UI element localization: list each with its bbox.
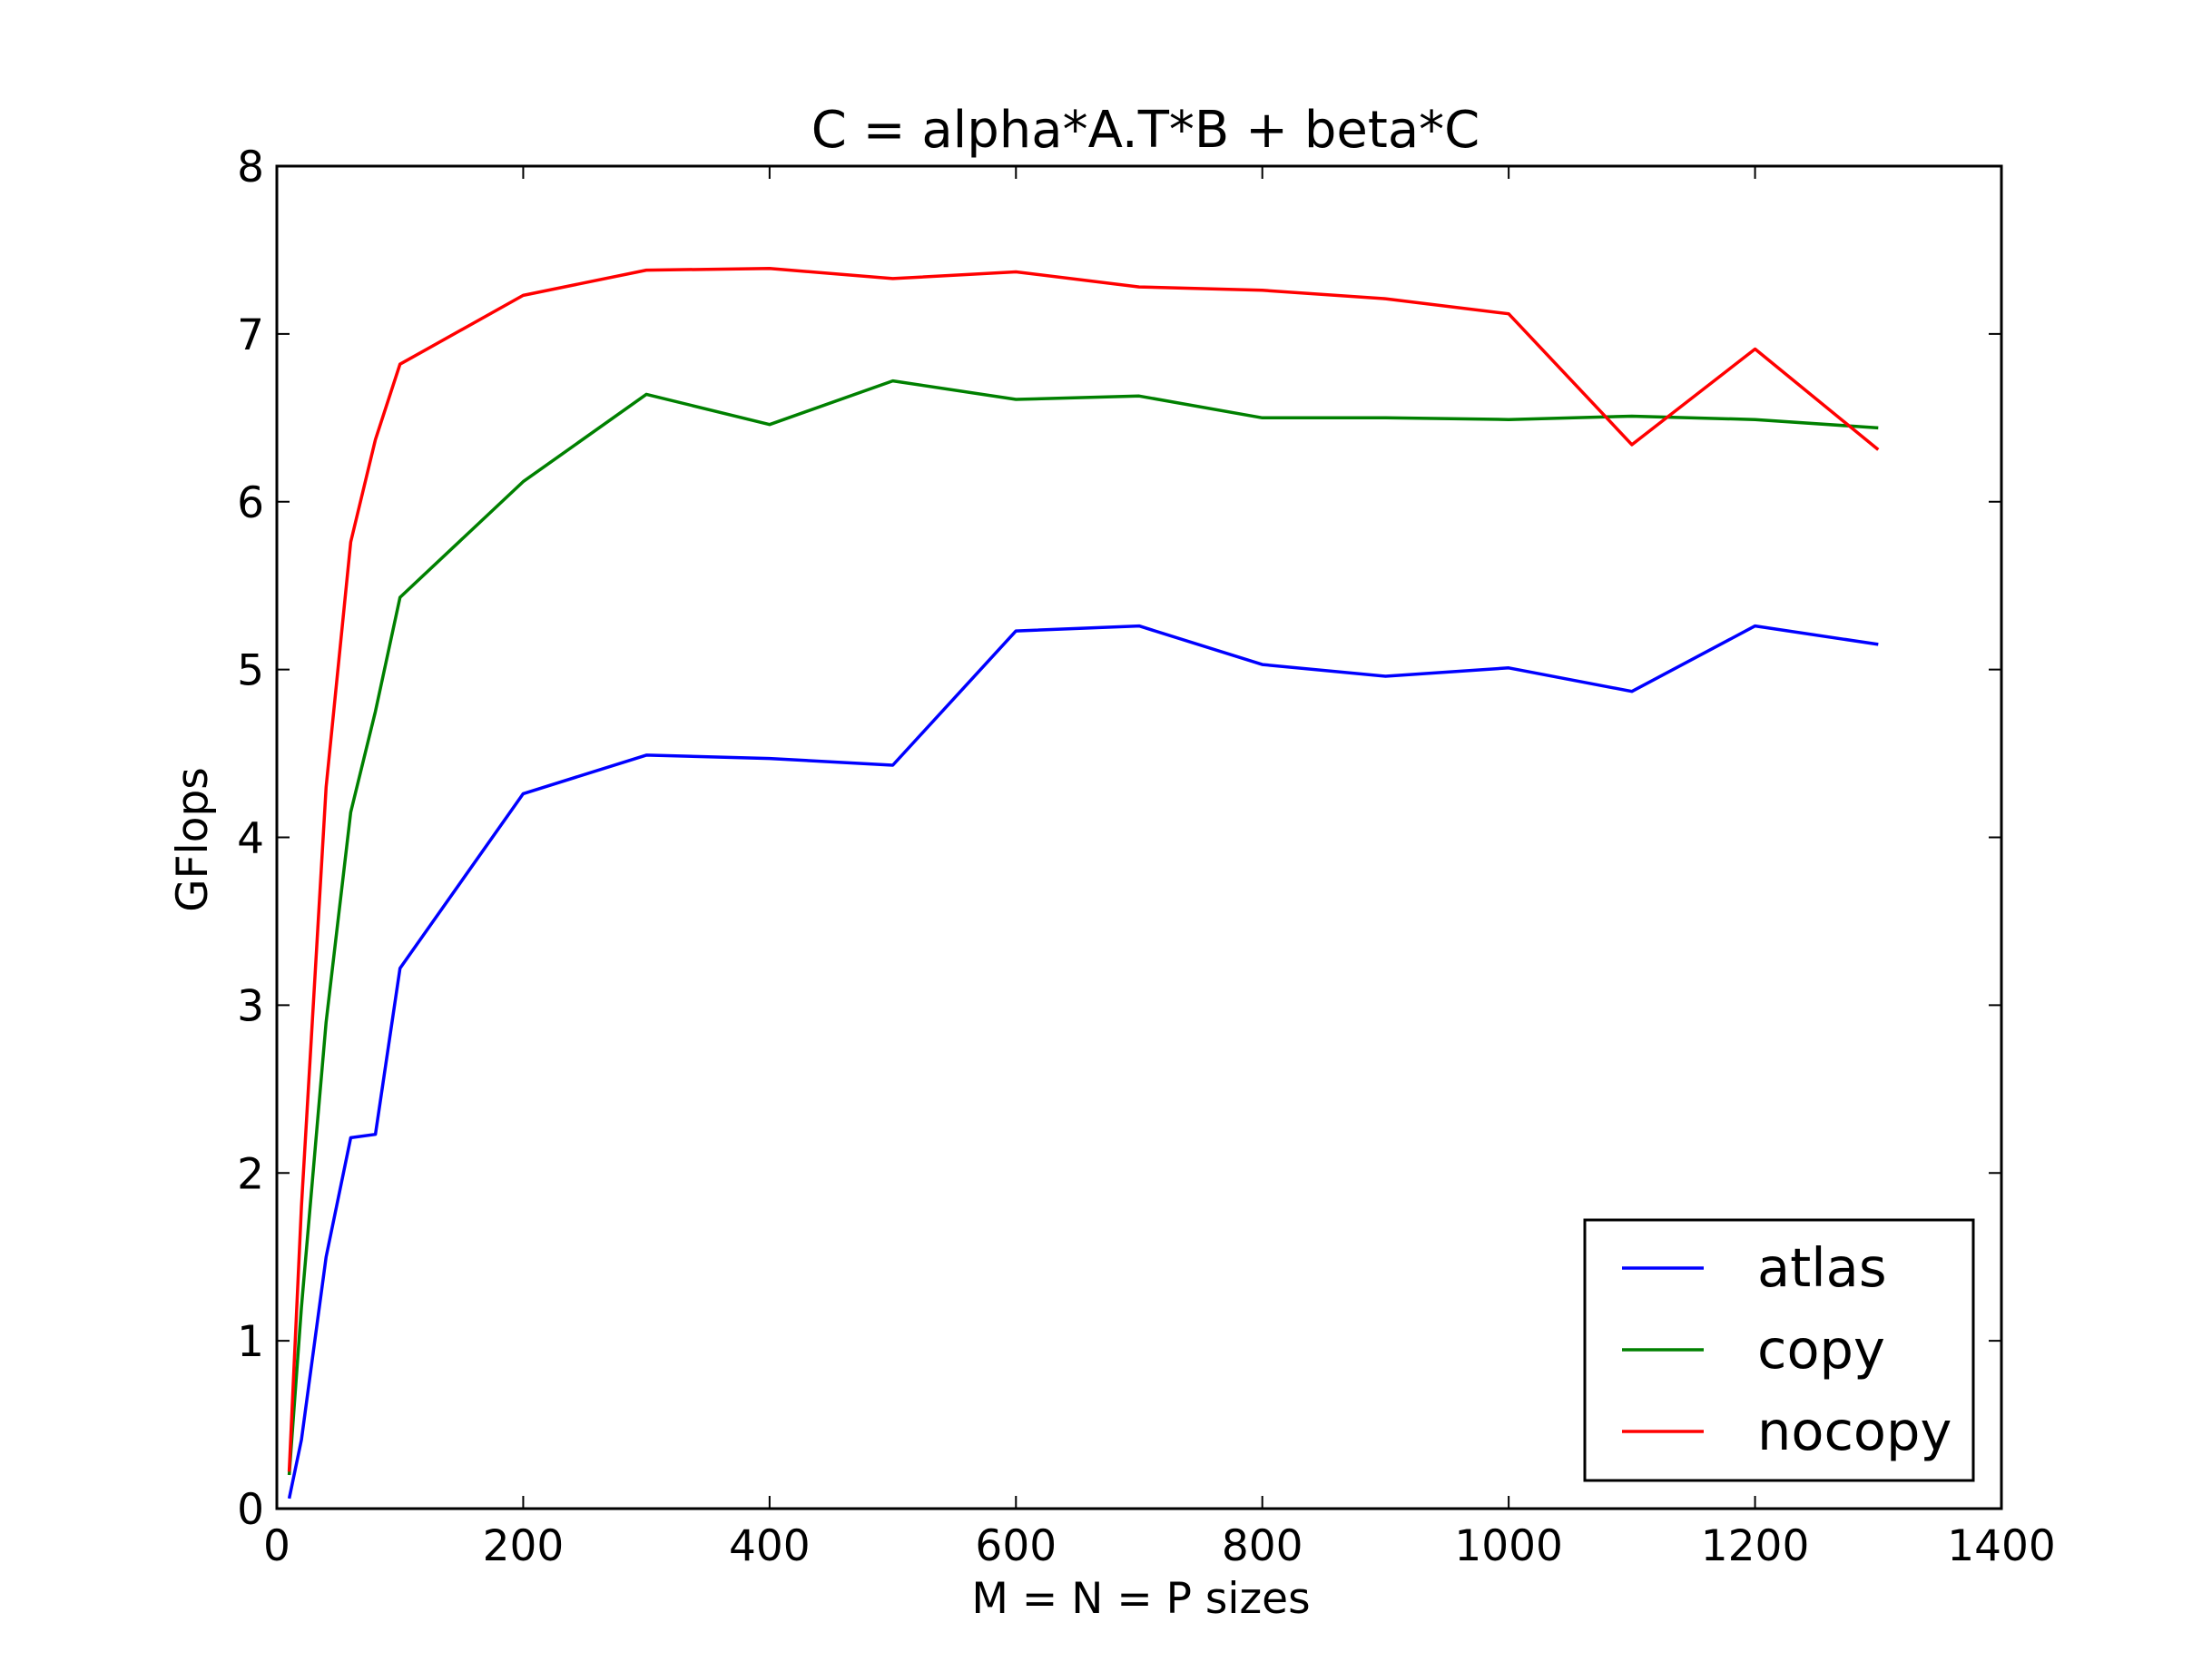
legend-label-nocopy: nocopy: [1757, 1400, 1951, 1462]
y-tick-label: 5: [237, 646, 264, 696]
x-tick-label: 400: [729, 1521, 811, 1571]
y-tick-label: 0: [237, 1485, 264, 1535]
y-axis-label: GFlops: [168, 767, 218, 912]
y-tick-label: 8: [237, 143, 264, 192]
x-axis-label: M = N = P sizes: [971, 1574, 1310, 1624]
series-line-nocopy: [287, 267, 1880, 1472]
x-tick-label: 800: [1222, 1521, 1303, 1571]
y-tick-label: 4: [237, 814, 264, 864]
chart-title: C = alpha*A.T*B + beta*C: [811, 101, 1480, 160]
x-tick-label: 1200: [1701, 1521, 1810, 1571]
y-tick-label: 6: [237, 478, 264, 528]
x-tick-label: 1400: [1947, 1521, 2056, 1571]
x-tick-label: 600: [975, 1521, 1057, 1571]
x-tick-label: 1000: [1454, 1521, 1563, 1571]
y-tick-label: 2: [237, 1149, 264, 1199]
x-tick-label: 0: [263, 1521, 290, 1571]
series-line-atlas: [287, 624, 1879, 1500]
legend: atlas copy nocopy: [1583, 1218, 1975, 1482]
series-line-copy: [287, 379, 1879, 1476]
y-tick-label: 3: [237, 981, 264, 1031]
x-tick-label: 200: [483, 1521, 565, 1571]
legend-label-atlas: atlas: [1757, 1236, 1887, 1299]
legend-label-copy: copy: [1757, 1318, 1885, 1381]
series-layer: [287, 267, 1880, 1500]
y-tick-label: 7: [237, 310, 264, 360]
y-tick-label: 1: [237, 1317, 264, 1367]
legend-entries: atlas copy nocopy: [1622, 1236, 1951, 1462]
ticks-layer: 0 200 400 600 800 1000 1200 1400 0 1 2 3 4 5 6 7 8: [237, 143, 2056, 1571]
